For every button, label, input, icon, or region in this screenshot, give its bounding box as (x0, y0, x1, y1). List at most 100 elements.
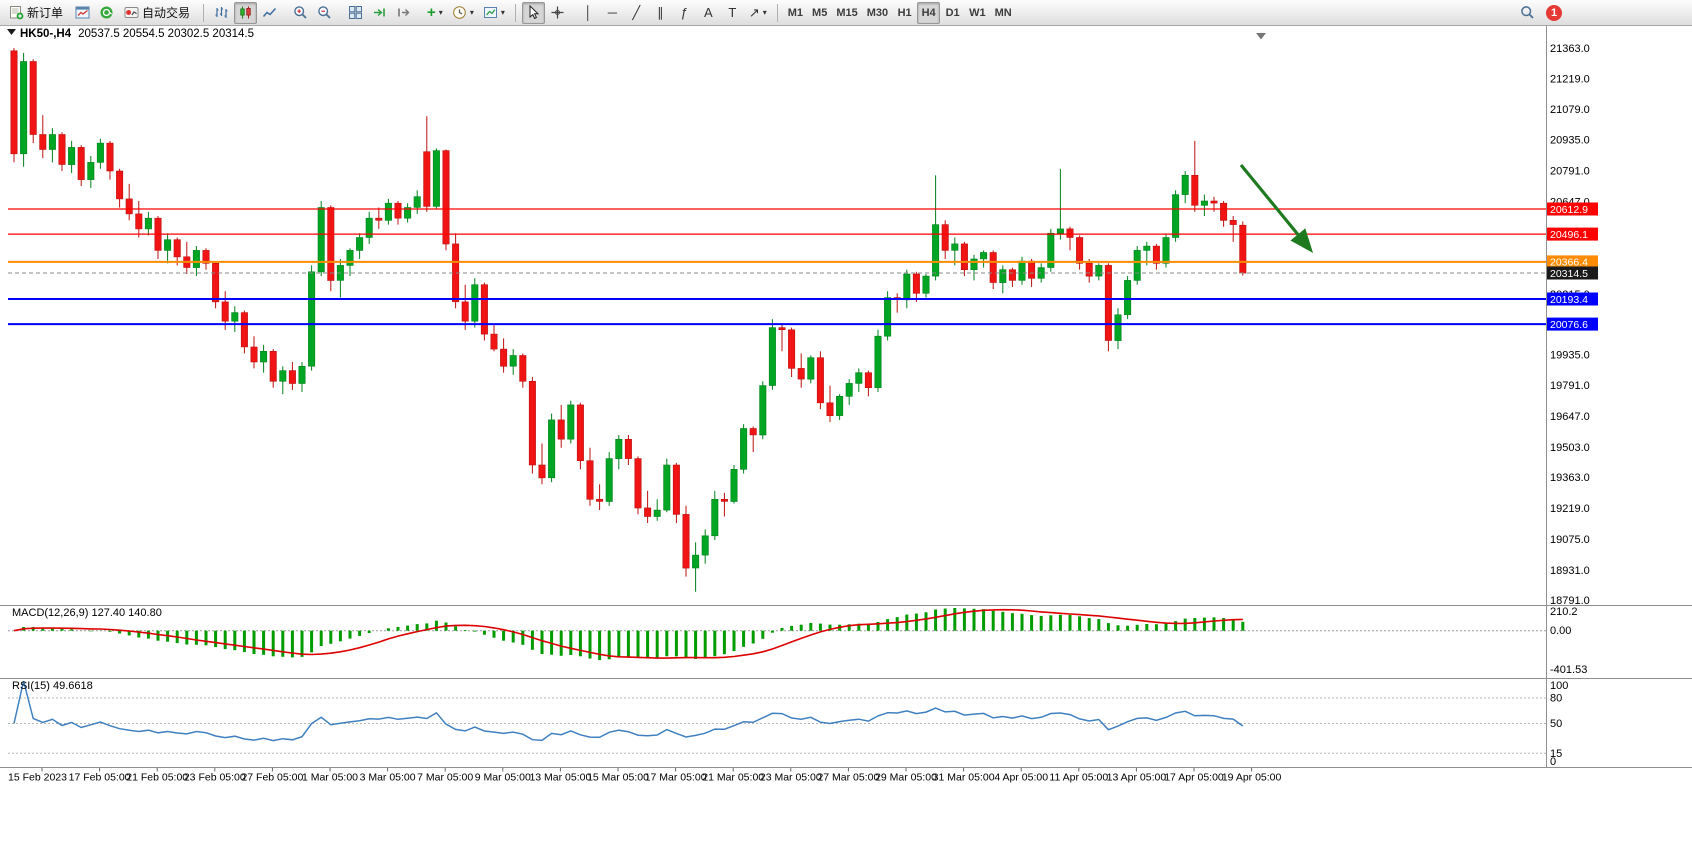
timeframe-label: M5 (812, 6, 828, 19)
time-axis-label: 23 Feb 05:00 (184, 772, 246, 784)
line-chart-type-button[interactable] (258, 2, 281, 24)
macd-panel (8, 608, 1546, 661)
time-axis-label: 27 Feb 05:00 (241, 772, 303, 784)
time-axis-label: 19 Apr 05:00 (1222, 772, 1282, 784)
candlestick-icon (240, 6, 251, 19)
time-axis-label: 17 Mar 05:00 (645, 772, 707, 784)
rsi-scale-label: 100 (1550, 680, 1568, 692)
trendline-tool-button[interactable]: ╱ (625, 2, 648, 24)
svg-text:20366.4: 20366.4 (1550, 257, 1588, 269)
candlestick-chart-type-button[interactable] (234, 1, 258, 24)
separators (0, 605, 1692, 768)
horizontal-line-icon: ─ (607, 5, 617, 20)
chart-shift-marker[interactable] (1256, 33, 1266, 40)
zoom-out-button[interactable] (313, 2, 336, 24)
macd-scale-label: 0.00 (1550, 625, 1571, 637)
price-tag-20496.1: 20496.1 (1547, 227, 1598, 241)
timeframe-button-m5[interactable]: M5 (808, 2, 831, 24)
clock-icon (453, 6, 466, 19)
vertical-line-icon: │ (584, 5, 593, 20)
cursor-button[interactable] (521, 1, 545, 24)
autotrading-label: 自动交易 (142, 6, 191, 20)
timeframe-button-h4[interactable]: H4 (917, 1, 941, 24)
ohlc-bars-icon (215, 7, 228, 18)
time-axis-label: 15 Feb 2023 (8, 772, 67, 784)
price-axis-label: 21363.0 (1550, 43, 1590, 55)
new-order-icon (10, 6, 24, 20)
horizontal-line-tool-button[interactable]: ─ (601, 2, 624, 24)
timeframe-label: H4 (921, 6, 936, 19)
svg-text:20496.1: 20496.1 (1550, 229, 1588, 241)
current-price-tag: 20314.5 (1547, 266, 1598, 280)
new-order-button[interactable]: 新订单 (4, 2, 70, 24)
tile-windows-button[interactable] (344, 2, 367, 24)
crosshair-button[interactable] (546, 2, 569, 24)
chevron-down-icon: ▾ (469, 7, 474, 17)
arrows-tool-button[interactable]: ↗ ▾ (745, 2, 771, 24)
chart-symbol-period: HK50-,H4 (20, 28, 72, 40)
one-click-trading-toggle[interactable] (7, 29, 16, 35)
channel-tool-button[interactable]: ∥ (649, 2, 672, 24)
time-axis-label: 11 Apr 05:00 (1049, 772, 1108, 784)
zoom-in-button[interactable] (289, 2, 312, 24)
templates-button[interactable]: ▾ (479, 2, 509, 24)
rsi-panel (8, 680, 1546, 754)
search-icon (1521, 6, 1534, 19)
chevron-down-icon: ▾ (762, 7, 767, 17)
community-globe-icon (100, 6, 113, 19)
chart-objects (8, 163, 1546, 326)
macd-scale-label: 210.2 (1550, 606, 1578, 618)
time-axis-label: 15 Mar 05:00 (587, 772, 649, 784)
time-axis-label: 9 Mar 05:00 (475, 772, 531, 784)
time-axis-label: 21 Mar 05:00 (702, 772, 764, 784)
timeframe-label: W1 (969, 6, 986, 19)
price-axis-label: 19219.0 (1550, 503, 1590, 515)
time-axis-label: 1 Mar 05:00 (302, 772, 358, 784)
text-tool-button[interactable]: A (697, 2, 720, 24)
timeframe-label: H1 (897, 6, 912, 19)
fibonacci-tool-button[interactable]: ƒ (673, 2, 696, 24)
autotrading-icon (124, 7, 139, 18)
timeframe-button-m1[interactable]: M1 (784, 2, 807, 24)
vertical-line-tool-button[interactable]: │ (577, 2, 600, 24)
trend-arrow-annotation[interactable] (1239, 163, 1314, 253)
notification-badge[interactable]: 1 (1546, 4, 1562, 21)
toolbar: 新订单 自动交易 (0, 0, 1692, 26)
open-chart-button[interactable] (71, 2, 94, 24)
price-tag-20366.4: 20366.4 (1547, 255, 1598, 269)
timeframe-button-d1[interactable]: D1 (941, 2, 964, 24)
svg-text:20314.5: 20314.5 (1550, 268, 1588, 280)
chart-ohlc-values: 20537.5 20554.5 20302.5 20314.5 (78, 28, 255, 40)
chart-shift-button[interactable] (392, 2, 415, 24)
bar-chart-type-button[interactable] (210, 2, 233, 24)
chevron-down-icon: ▾ (500, 7, 505, 17)
timeframe-button-w1[interactable]: W1 (965, 2, 990, 24)
community-button[interactable] (95, 2, 118, 24)
timeframe-label: D1 (945, 6, 960, 19)
autotrading-button[interactable]: 自动交易 (119, 2, 197, 24)
price-tag-20193.4: 20193.4 (1547, 292, 1598, 306)
price-axis-label: 19935.0 (1550, 349, 1590, 361)
new-order-label: 新订单 (27, 6, 64, 20)
search-button[interactable] (1516, 2, 1539, 24)
label-tool-button[interactable]: T (721, 2, 744, 24)
periods-button[interactable]: ▾ (448, 2, 478, 24)
time-axis-label: 4 Apr 05:00 (994, 772, 1048, 784)
time-axis-label: 27 Mar 05:00 (817, 772, 879, 784)
timeframe-button-h1[interactable]: H1 (893, 2, 916, 24)
rsi-scale-label: 80 (1550, 693, 1562, 705)
timeframe-button-mn[interactable]: MN (991, 2, 1016, 24)
chart-window-icon (75, 6, 90, 19)
line-chart-icon (262, 7, 277, 17)
label-tool-icon: T (728, 5, 737, 20)
indicators-button[interactable]: + ▾ (423, 2, 447, 24)
timeframe-button-m15[interactable]: M15 (832, 2, 861, 24)
price-axis-label: 21219.0 (1550, 74, 1590, 86)
auto-scroll-button[interactable] (368, 2, 391, 24)
timeframe-button-m30[interactable]: M30 (863, 2, 892, 24)
rsi-scale-label: 15 (1550, 748, 1562, 760)
rsi-scale-label: 50 (1550, 718, 1562, 730)
price-axis-label: 20791.0 (1550, 166, 1590, 178)
